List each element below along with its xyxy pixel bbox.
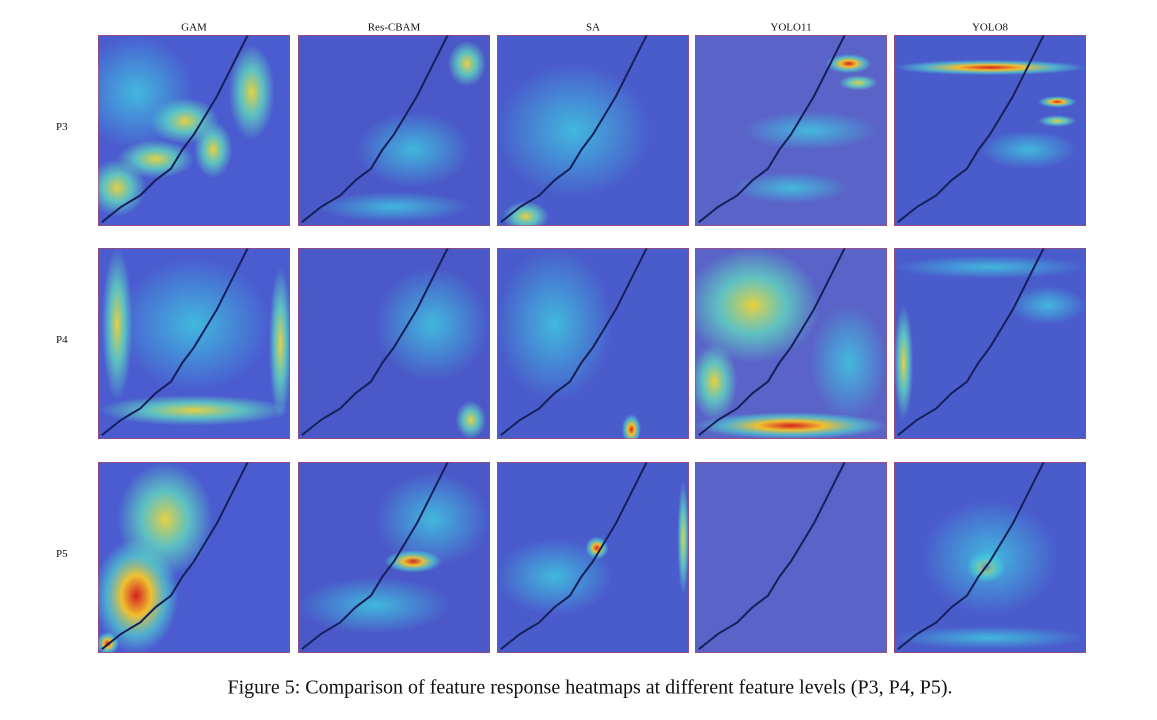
heatmap-panel bbox=[695, 248, 887, 439]
heat-blob bbox=[894, 626, 1086, 650]
heat-blob bbox=[922, 500, 1058, 615]
heat-blob bbox=[894, 59, 1086, 76]
heatmap-panel bbox=[894, 35, 1086, 226]
heat-blob bbox=[98, 35, 194, 150]
heat-blob bbox=[355, 111, 471, 188]
heat-blob bbox=[497, 63, 651, 198]
heat-blob bbox=[695, 412, 887, 439]
column-header: SA bbox=[586, 22, 600, 34]
crack bbox=[501, 248, 647, 435]
heat-blob bbox=[194, 120, 233, 179]
crack bbox=[102, 248, 248, 435]
heatmap-panel bbox=[894, 248, 1086, 439]
heat-blob bbox=[743, 111, 878, 150]
crack bbox=[302, 462, 448, 649]
row-label: P5 bbox=[56, 548, 68, 560]
heat-blob bbox=[117, 257, 271, 392]
heat-blob bbox=[677, 481, 689, 596]
heat-blob bbox=[695, 248, 820, 363]
heat-blob bbox=[894, 305, 914, 420]
heat-blob bbox=[455, 400, 487, 439]
heatmap-panel bbox=[298, 35, 490, 226]
heatmap-panel bbox=[497, 248, 689, 439]
heat-blob bbox=[733, 172, 849, 204]
heatmap-panel bbox=[695, 462, 887, 653]
heatmap-panel bbox=[98, 462, 290, 653]
heat-blob bbox=[621, 414, 641, 439]
heat-blob bbox=[502, 201, 549, 226]
crack bbox=[501, 462, 647, 649]
heatmap-panel bbox=[497, 35, 689, 226]
crack bbox=[699, 248, 845, 435]
column-header: YOLO8 bbox=[972, 22, 1009, 34]
crack bbox=[501, 35, 647, 222]
heat-blob bbox=[317, 191, 471, 223]
crack bbox=[699, 462, 845, 649]
crack bbox=[898, 35, 1044, 222]
heat-blob bbox=[894, 255, 1086, 279]
heatmap-panel bbox=[98, 248, 290, 439]
heatmap-panel bbox=[894, 462, 1086, 653]
heat-blob bbox=[374, 471, 490, 568]
heatmap-panel bbox=[695, 35, 887, 226]
heat-blob bbox=[374, 267, 490, 382]
crack bbox=[302, 248, 448, 435]
column-header: Res-CBAM bbox=[368, 22, 421, 34]
heatmap-panel bbox=[98, 35, 290, 226]
column-header: GAM bbox=[181, 22, 207, 34]
heat-blob bbox=[98, 395, 290, 426]
heat-blob bbox=[298, 576, 452, 634]
crack bbox=[699, 35, 845, 222]
crack bbox=[302, 35, 448, 222]
column-header: YOLO11 bbox=[770, 22, 811, 34]
heat-blob bbox=[101, 248, 133, 401]
heat-blob bbox=[497, 538, 613, 615]
heat-blob bbox=[825, 54, 872, 74]
caption: Figure 5: Comparison of feature response… bbox=[228, 677, 953, 699]
heat-blob bbox=[980, 130, 1077, 169]
heatmap-panel bbox=[298, 462, 490, 653]
heat-blob bbox=[1038, 115, 1077, 127]
heat-blob bbox=[98, 159, 146, 217]
crack bbox=[102, 35, 248, 222]
row-label: P3 bbox=[56, 121, 68, 133]
panel-background bbox=[695, 462, 887, 653]
panel-background bbox=[894, 248, 1086, 439]
heat-blob bbox=[447, 40, 487, 87]
heat-blob bbox=[228, 44, 275, 141]
heat-blob bbox=[839, 75, 878, 91]
heatmap-panel bbox=[298, 248, 490, 439]
crack bbox=[102, 462, 248, 649]
crack bbox=[898, 248, 1044, 435]
heat-blob bbox=[1038, 96, 1077, 108]
heatmap-panel bbox=[497, 462, 689, 653]
heat-blob bbox=[695, 343, 738, 420]
crack bbox=[898, 462, 1044, 649]
heat-blob bbox=[1009, 286, 1086, 325]
heat-blob bbox=[268, 267, 290, 420]
heat-blob bbox=[117, 462, 214, 577]
heat-blob bbox=[497, 248, 613, 401]
row-label: P4 bbox=[56, 334, 68, 346]
heat-blob bbox=[810, 305, 887, 420]
